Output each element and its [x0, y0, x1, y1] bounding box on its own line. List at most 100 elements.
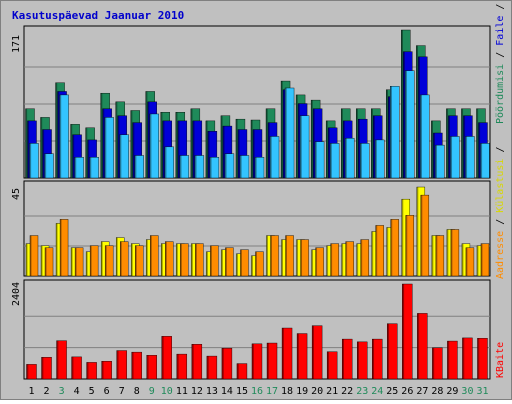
bar-aadresse-17-shade — [270, 235, 272, 276]
bar-aadresse-30 — [465, 247, 475, 277]
bar-kbaite-12 — [191, 344, 203, 380]
bar-kbaite-23-shade — [357, 341, 360, 379]
bar-lehekülgi-2-face — [44, 153, 54, 178]
bar-külastusi-30-shade — [461, 243, 464, 276]
bar-kbaite-31-edge — [477, 338, 488, 380]
bar-pöördumisi-12-shade — [190, 108, 193, 178]
bar-kbaite-5-face — [86, 362, 97, 379]
bar-aadresse-6 — [104, 245, 114, 277]
bar-lehekülgi-1-edge — [29, 143, 39, 179]
bar-kbaite-9-edge — [146, 355, 157, 380]
bar-kbaite-8-face — [131, 352, 142, 379]
bar-aadresse-9-face — [150, 235, 159, 276]
bar-aadresse-2-face — [45, 247, 54, 276]
bar-lehekülgi-11-shade — [179, 155, 182, 178]
legend-hits-part-1: / — [495, 46, 506, 64]
bar-kbaite-13-face — [206, 356, 217, 379]
bar-aadresse-2 — [44, 247, 54, 277]
bar-pöördumisi-8-shade — [130, 110, 133, 178]
bar-pöördumisi-4-shade — [70, 124, 73, 178]
bar-pöördumisi-23-shade — [356, 108, 358, 178]
bar-lehekülgi-20-face — [315, 141, 325, 178]
bar-kbaite-7-edge — [116, 350, 127, 380]
bar-aadresse-19-face — [300, 239, 309, 276]
bar-kbaite-28-edge — [432, 347, 443, 380]
day-label-16: 16 — [251, 386, 263, 397]
bar-aadresse-14-face — [225, 247, 234, 276]
day-label-5: 5 — [89, 386, 95, 397]
bar-faile-8-face — [132, 122, 142, 178]
bar-faile-10-shade — [162, 120, 165, 178]
bar-aadresse-20 — [315, 247, 324, 277]
bar-pöördumisi-2-shade — [40, 117, 43, 178]
legend-hits-part-2: Faile — [495, 16, 506, 46]
bar-kbaite-4-edge — [71, 356, 82, 380]
day-label-20: 20 — [311, 386, 323, 397]
bar-kbaite-5-edge — [86, 362, 97, 380]
bar-külastusi-7-shade — [116, 237, 118, 276]
bar-kbaite-18-face — [282, 328, 293, 379]
bar-aadresse-11-shade — [180, 243, 182, 276]
bar-kbaite-25 — [387, 323, 398, 380]
bar-pöördumisi-21-shade — [326, 120, 328, 178]
bar-aadresse-10-edge — [165, 241, 174, 277]
bar-lehekülgi-16-face — [254, 157, 264, 178]
bar-aadresse-11-edge — [180, 243, 189, 277]
bar-faile-15-shade — [237, 129, 240, 178]
day-label-27: 27 — [416, 386, 428, 397]
bar-kbaite-22-face — [342, 339, 353, 379]
bar-lehekülgi-12-edge — [194, 155, 205, 179]
bar-kbaite-9-face — [146, 355, 157, 379]
bar-lehekülgi-29-face — [450, 136, 460, 178]
bar-aadresse-9-shade — [150, 235, 152, 276]
bar-lehekülgi-19 — [299, 115, 310, 179]
bar-lehekülgi-25-shade — [390, 86, 392, 178]
panel-visits-max-label: 45 — [11, 188, 22, 200]
bar-faile-17-shade — [268, 122, 270, 178]
bar-lehekülgi-3-face — [59, 94, 69, 178]
bar-külastusi-1-shade — [26, 243, 28, 276]
bar-lehekülgi-26-edge — [405, 70, 415, 179]
bar-pöördumisi-15-shade — [235, 119, 238, 178]
bar-kbaite-14 — [221, 347, 233, 380]
bar-kbaite-15 — [236, 363, 248, 380]
day-label-8: 8 — [134, 386, 140, 397]
bar-kbaite-14-edge — [221, 347, 233, 380]
bar-lehekülgi-11 — [179, 155, 190, 179]
bar-pöördumisi-26-shade — [401, 30, 403, 178]
bar-külastusi-10-shade — [161, 243, 163, 276]
panel-hits-bars — [25, 29, 490, 179]
bar-külastusi-22-shade — [341, 243, 344, 276]
bar-pöördumisi-28-shade — [431, 120, 433, 178]
bar-faile-23-shade — [358, 119, 360, 178]
bar-kbaite-18-shade — [282, 328, 284, 379]
bar-lehekülgi-8-shade — [134, 155, 137, 178]
bar-faile-31-shade — [478, 122, 481, 178]
bar-aadresse-7 — [119, 241, 129, 277]
bar-lehekülgi-21-edge — [329, 143, 340, 179]
bar-aadresse-16-face — [255, 251, 264, 276]
legend-visits-part-0: Aadresse — [495, 231, 506, 279]
bar-aadresse-31 — [480, 243, 490, 277]
bar-kbaite-26-face — [402, 284, 413, 379]
bar-faile-12-shade — [192, 120, 195, 178]
bar-aadresse-14-edge — [225, 247, 234, 277]
bar-külastusi-16-shade — [251, 255, 253, 276]
bar-lehekülgi-8 — [134, 155, 144, 179]
bar-aadresse-27-face — [420, 195, 429, 276]
bar-lehekülgi-15-edge — [239, 155, 250, 179]
bar-aadresse-26-shade — [405, 215, 408, 276]
bar-aadresse-5-shade — [90, 245, 92, 276]
bar-kbaite-5-shade — [86, 362, 89, 379]
bar-aadresse-25-face — [390, 219, 399, 276]
bar-aadresse-17 — [270, 235, 279, 277]
bar-lehekülgi-7 — [119, 134, 129, 179]
bar-faile-18-shade — [283, 89, 285, 178]
bar-lehekülgi-11-face — [179, 155, 189, 178]
bar-aadresse-29-shade — [450, 229, 453, 276]
bar-lehekülgi-5-face — [89, 157, 99, 178]
bar-aadresse-13-edge — [210, 245, 219, 277]
bar-faile-5-shade — [87, 139, 90, 178]
bar-faile-12-face — [192, 120, 202, 178]
